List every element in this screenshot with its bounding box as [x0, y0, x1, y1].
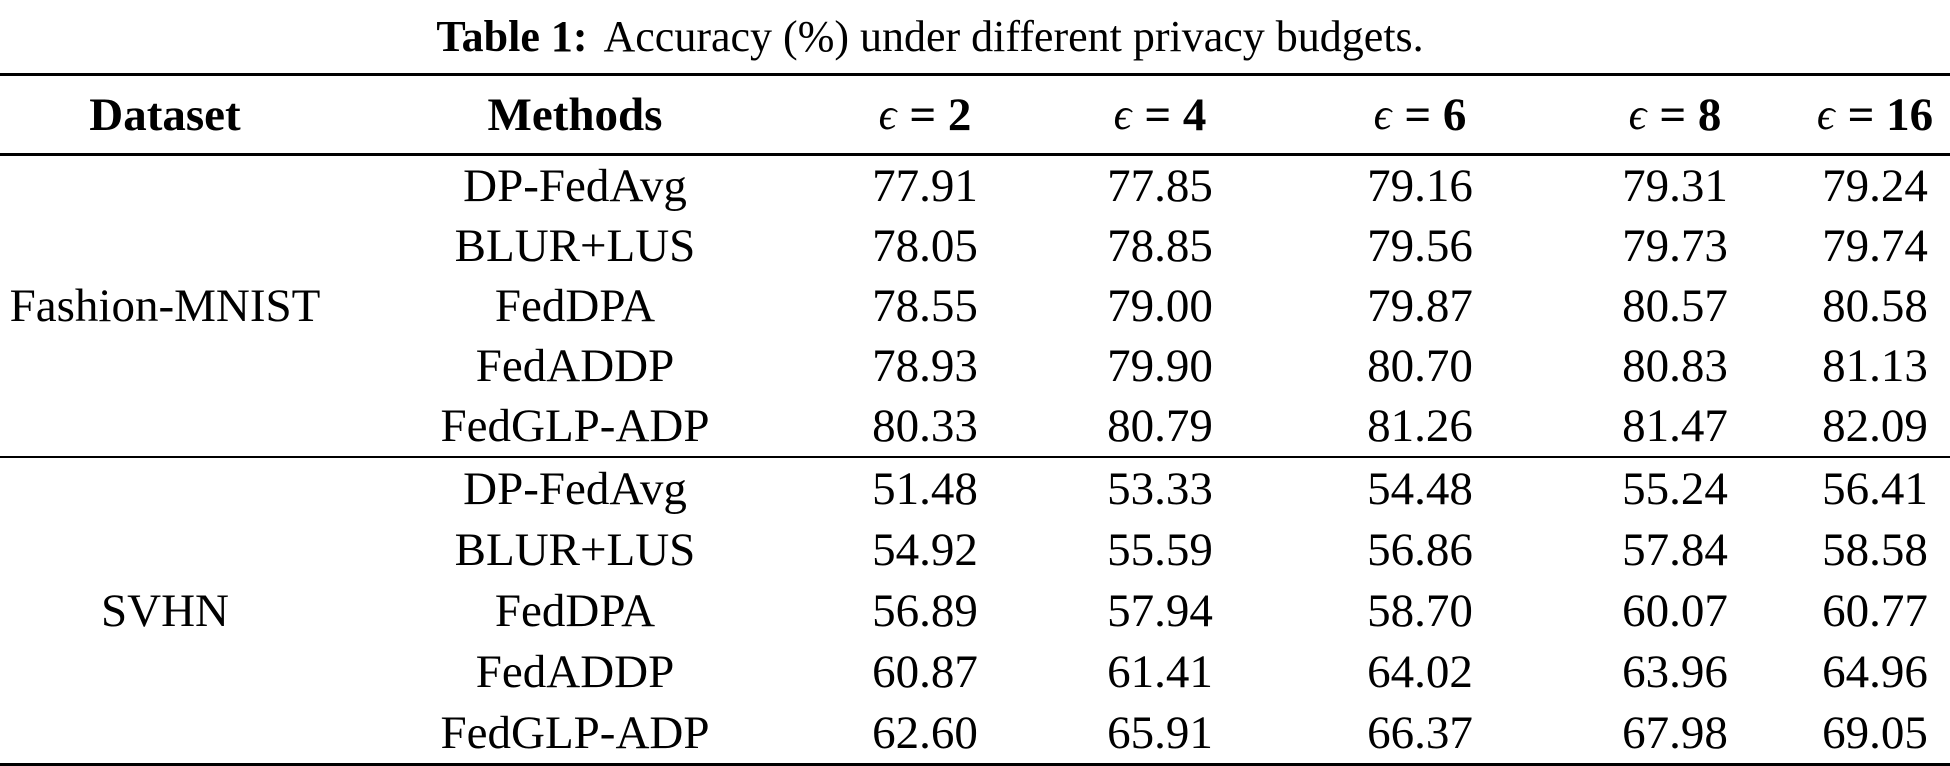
method-name: BLUR+LUS [454, 220, 696, 272]
table-bottom-rule [0, 763, 1950, 766]
accuracy-cell: 78.55 [872, 280, 978, 332]
epsilon-value: = 8 [1659, 88, 1722, 141]
header-divider-rule [0, 153, 1950, 156]
accuracy-cell: 79.73 [1622, 220, 1728, 272]
accuracy-cell: 77.85 [1107, 160, 1213, 212]
dataset-group-svhn: SVHN DP-FedAvg 51.48 53.33 54.48 55.24 5… [0, 458, 1950, 763]
accuracy-cell: 81.47 [1622, 400, 1728, 452]
accuracy-cell: 79.56 [1367, 220, 1473, 272]
accuracy-cell: 67.98 [1622, 706, 1728, 759]
accuracy-cell: 56.89 [872, 584, 978, 637]
accuracy-cell: 60.87 [872, 645, 978, 698]
accuracy-cell: 79.87 [1367, 280, 1473, 332]
dataset-label: SVHN [101, 584, 229, 637]
accuracy-cell: 60.07 [1622, 584, 1728, 637]
accuracy-cell: 51.48 [872, 462, 978, 515]
epsilon-value: = 2 [909, 88, 972, 141]
col-header-eps-4: ϵ = 4 [1030, 76, 1290, 153]
accuracy-cell: 62.60 [872, 706, 978, 759]
method-name: DP-FedAvg [463, 462, 687, 515]
table-caption-text: Accuracy (%) under different privacy bud… [603, 12, 1424, 61]
method-name: DP-FedAvg [463, 160, 687, 212]
accuracy-cell: 64.96 [1822, 645, 1928, 698]
accuracy-cell: 57.84 [1622, 523, 1728, 576]
accuracy-cell: 60.77 [1822, 584, 1928, 637]
accuracy-cell: 79.16 [1367, 160, 1473, 212]
epsilon-symbol: ϵ [1628, 90, 1647, 139]
method-name: FedGLP-ADP [440, 706, 710, 759]
accuracy-cell: 78.85 [1107, 220, 1213, 272]
table-caption: Table 1: Accuracy (%) under different pr… [0, 0, 1950, 73]
accuracy-cell: 77.91 [872, 160, 978, 212]
accuracy-cell: 54.48 [1367, 462, 1473, 515]
accuracy-cell: 79.00 [1107, 280, 1213, 332]
epsilon-value: = 16 [1847, 88, 1934, 141]
col-header-dataset: Dataset [89, 88, 241, 141]
accuracy-cell: 79.24 [1822, 160, 1928, 212]
method-name: FedADDP [475, 645, 675, 698]
accuracy-cell: 81.13 [1822, 340, 1928, 392]
col-header-eps-2: ϵ = 2 [820, 76, 1030, 153]
dataset-group-fashion-mnist: Fashion-MNIST DP-FedAvg 77.91 77.85 79.1… [0, 156, 1950, 456]
accuracy-cell: 53.33 [1107, 462, 1213, 515]
accuracy-cell: 56.41 [1822, 462, 1928, 515]
accuracy-cell: 78.05 [872, 220, 978, 272]
col-header-eps-8: ϵ = 8 [1550, 76, 1800, 153]
col-header-eps-16: ϵ = 16 [1800, 76, 1950, 153]
accuracy-cell: 58.70 [1367, 584, 1473, 637]
accuracy-cell: 55.24 [1622, 462, 1728, 515]
accuracy-cell: 80.57 [1622, 280, 1728, 332]
accuracy-cell: 79.74 [1822, 220, 1928, 272]
accuracy-cell: 66.37 [1367, 706, 1473, 759]
method-name: FedGLP-ADP [440, 400, 710, 452]
epsilon-symbol: ϵ [1373, 90, 1392, 139]
col-header-methods: Methods [487, 88, 663, 141]
epsilon-value: = 6 [1404, 88, 1467, 141]
epsilon-symbol: ϵ [1113, 90, 1132, 139]
accuracy-cell: 80.70 [1367, 340, 1473, 392]
epsilon-value: = 4 [1144, 88, 1207, 141]
accuracy-cell: 55.59 [1107, 523, 1213, 576]
accuracy-cell: 58.58 [1822, 523, 1928, 576]
accuracy-cell: 80.83 [1622, 340, 1728, 392]
accuracy-cell: 65.91 [1107, 706, 1213, 759]
group-divider-rule [0, 456, 1950, 458]
accuracy-cell: 79.90 [1107, 340, 1213, 392]
accuracy-cell: 80.79 [1107, 400, 1213, 452]
accuracy-cell: 63.96 [1622, 645, 1728, 698]
method-name: FedDPA [494, 584, 656, 637]
method-name: FedADDP [475, 340, 675, 392]
method-name: FedDPA [494, 280, 656, 332]
dataset-label: Fashion-MNIST [9, 280, 321, 332]
accuracy-cell: 61.41 [1107, 645, 1213, 698]
accuracy-cell: 56.86 [1367, 523, 1473, 576]
col-header-eps-6: ϵ = 6 [1290, 76, 1550, 153]
accuracy-cell: 57.94 [1107, 584, 1213, 637]
accuracy-cell: 81.26 [1367, 400, 1473, 452]
accuracy-cell: 69.05 [1822, 706, 1928, 759]
accuracy-cell: 82.09 [1822, 400, 1928, 452]
accuracy-cell: 64.02 [1367, 645, 1473, 698]
method-name: BLUR+LUS [454, 523, 696, 576]
accuracy-cell: 54.92 [872, 523, 978, 576]
accuracy-cell: 78.93 [872, 340, 978, 392]
accuracy-cell: 80.58 [1822, 280, 1928, 332]
epsilon-symbol: ϵ [1816, 90, 1835, 139]
accuracy-cell: 79.31 [1622, 160, 1728, 212]
table-top-rule [0, 73, 1950, 76]
table-header-row: Dataset Methods ϵ = 2 ϵ = 4 ϵ = 6 ϵ = 8 … [0, 76, 1950, 153]
accuracy-cell: 80.33 [872, 400, 978, 452]
epsilon-symbol: ϵ [878, 90, 897, 139]
table-caption-label: Table 1: [436, 12, 588, 61]
